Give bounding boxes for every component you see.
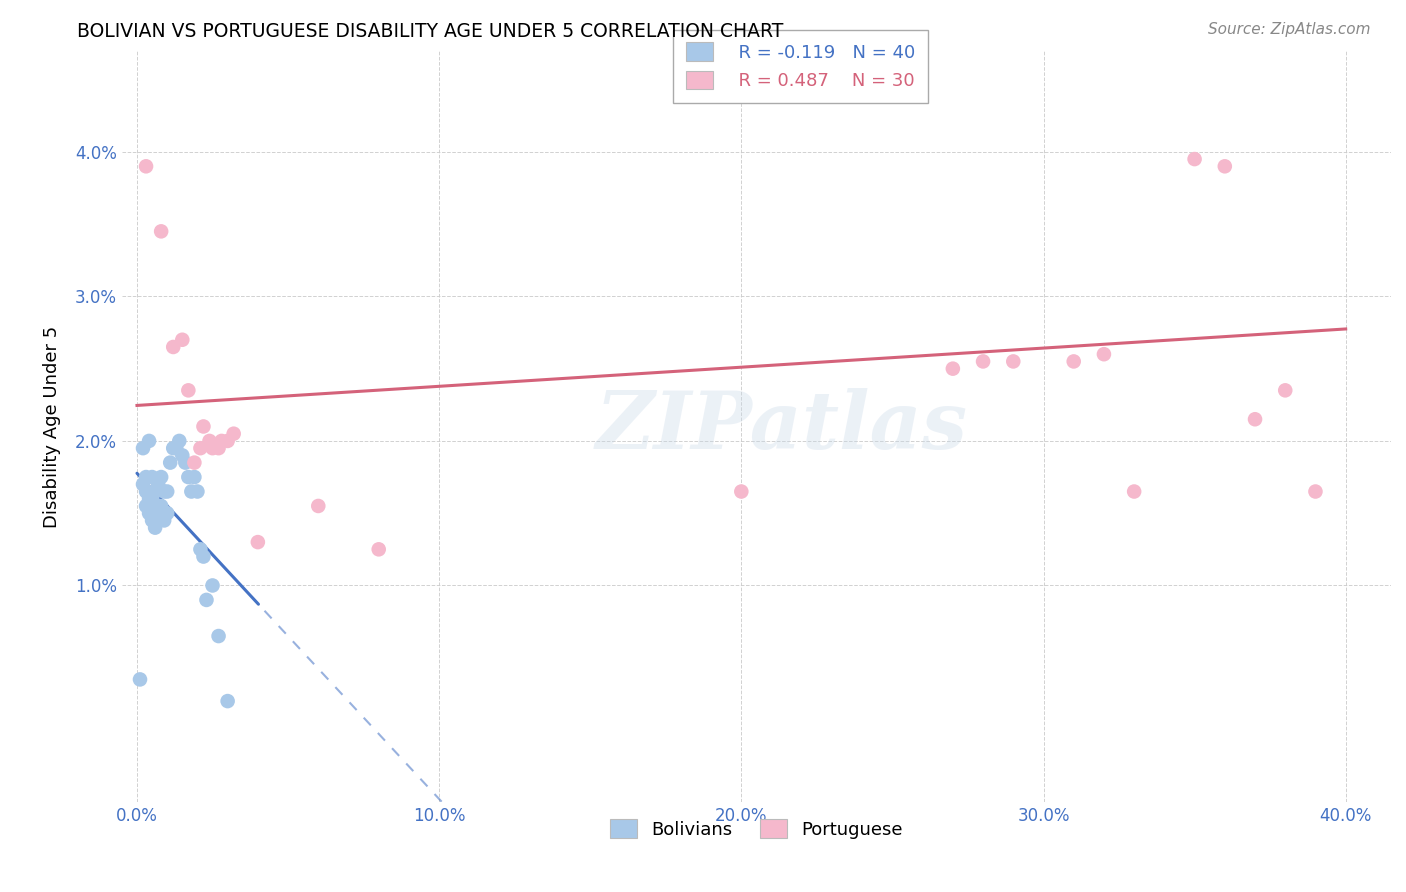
Point [150,499,173,513]
Point [156,506,179,520]
Point [186,484,208,499]
Point [138,491,160,506]
Point [141,491,163,506]
Point [162,441,184,455]
Point [1063,354,1085,368]
Legend: Bolivians, Portuguese: Bolivians, Portuguese [603,812,910,846]
Point [207,441,229,455]
Point [172,449,194,463]
Point [135,470,157,484]
Point [1123,484,1146,499]
Point [730,484,752,499]
Point [146,499,169,513]
Point [162,340,184,354]
Point [153,513,176,527]
Point [217,434,239,448]
Point [193,549,215,564]
Point [190,441,212,455]
Point [1213,159,1236,173]
Point [942,361,965,376]
Point [1244,412,1267,426]
Text: ZIPatlas: ZIPatlas [596,388,967,466]
Point [153,484,176,499]
Point [367,542,389,557]
Point [174,456,197,470]
Point [169,434,191,448]
Point [150,470,173,484]
Point [138,506,160,520]
Point [143,484,166,499]
Point [132,477,155,491]
Point [307,499,329,513]
Point [141,499,163,513]
Point [195,593,218,607]
Point [1002,354,1025,368]
Point [159,456,181,470]
Point [135,159,157,173]
Point [143,521,166,535]
Point [177,384,200,398]
Point [180,484,202,499]
Point [190,542,212,557]
Point [222,426,245,441]
Point [1184,152,1206,166]
Point [198,434,221,448]
Text: Source: ZipAtlas.com: Source: ZipAtlas.com [1208,22,1371,37]
Point [135,499,157,513]
Point [972,354,994,368]
Point [1305,484,1327,499]
Point [172,333,194,347]
Point [165,441,187,455]
Point [150,224,173,238]
Point [1092,347,1115,361]
Point [201,578,224,592]
Point [246,535,269,549]
Point [183,456,205,470]
Point [177,470,200,484]
Text: BOLIVIAN VS PORTUGUESE DISABILITY AGE UNDER 5 CORRELATION CHART: BOLIVIAN VS PORTUGUESE DISABILITY AGE UN… [77,22,783,41]
Point [141,513,163,527]
Point [138,434,160,448]
Point [193,419,215,434]
Point [143,506,166,520]
Point [201,441,224,455]
Point [217,694,239,708]
Point [135,484,157,499]
Y-axis label: Disability Age Under 5: Disability Age Under 5 [44,326,60,527]
Point [132,441,155,455]
Point [156,484,179,499]
Point [183,470,205,484]
Point [129,673,152,687]
Point [211,434,233,448]
Point [1274,384,1296,398]
Point [207,629,229,643]
Point [141,470,163,484]
Point [146,477,169,491]
